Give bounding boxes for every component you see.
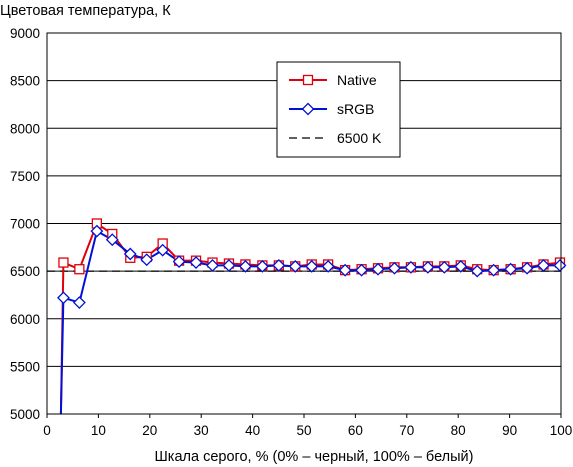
x-tick-labels: 0 10 20 30 40 50 60 70 80 90 100 (43, 414, 572, 438)
point-srgb (520, 261, 534, 275)
y-tick-label: 9000 (10, 26, 40, 41)
y-axis-title: Цветовая температура, К (0, 3, 171, 19)
y-tick-label: 8000 (10, 121, 40, 136)
point-srgb (321, 259, 335, 273)
point-srgb (172, 255, 186, 269)
point-srgb (140, 253, 154, 267)
point-srgb (537, 258, 550, 272)
series-group (57, 218, 567, 415)
legend-marker-square (302, 74, 314, 86)
x-tick-label: 10 (91, 423, 106, 438)
x-tick-label: 50 (296, 423, 311, 438)
x-tick-label: 100 (550, 423, 573, 438)
y-tick-label: 8500 (10, 74, 40, 89)
point-srgb (123, 247, 137, 261)
point-srgb (57, 291, 70, 305)
point-srgb (72, 296, 86, 309)
legend-label: 6500 K (337, 130, 382, 146)
point-srgb (504, 262, 518, 276)
x-tick-label: 90 (502, 423, 517, 438)
legend-label: Native (337, 72, 377, 88)
point-srgb (454, 259, 468, 273)
point-srgb (388, 261, 401, 275)
x-tick-label: 60 (348, 423, 363, 438)
y-tick-label: 6500 (10, 264, 40, 279)
y-tick-label: 5500 (10, 359, 40, 374)
legend: Native sRGB 6500 K (276, 61, 401, 158)
point-srgb (288, 259, 302, 273)
legend-marker-diamond (301, 102, 315, 116)
point-srgb (189, 256, 203, 269)
x-tick-label: 80 (451, 423, 466, 438)
y-tick-label: 7500 (10, 169, 40, 184)
point-srgb (105, 233, 119, 247)
x-tick-label: 20 (142, 423, 157, 438)
x-tick-label: 30 (194, 423, 209, 438)
y-tick-label: 6000 (10, 312, 40, 327)
x-axis-title: Шкала серого, % (0% – черный, 100% – бел… (155, 449, 474, 465)
point-srgb (553, 258, 567, 272)
point-srgb (222, 258, 236, 272)
point-srgb (338, 263, 352, 277)
point-srgb (90, 224, 104, 238)
point-srgb (470, 264, 484, 278)
point-native (74, 264, 85, 275)
x-tick-label: 40 (245, 423, 260, 438)
point-native (58, 257, 69, 268)
legend-label: sRGB (337, 101, 374, 117)
point-srgb (404, 260, 418, 274)
series-line-srgb (59, 229, 560, 415)
y-tick-label: 5000 (10, 407, 40, 422)
point-srgb (238, 259, 252, 273)
point-srgb (487, 263, 501, 277)
y-tick-labels: 5000 5500 6000 6500 7000 7500 8000 8500 9000 (10, 26, 40, 422)
point-srgb (156, 243, 170, 257)
y-tick-label: 7000 (10, 217, 40, 232)
x-tick-label: 0 (43, 423, 51, 438)
point-srgb (421, 260, 435, 274)
x-tick-label: 70 (399, 423, 414, 438)
point-srgb (206, 258, 219, 272)
point-srgb (371, 262, 385, 276)
point-srgb (355, 263, 368, 277)
point-srgb (255, 259, 269, 273)
point-srgb (272, 258, 286, 272)
point-srgb (437, 260, 451, 274)
point-srgb (305, 259, 319, 273)
